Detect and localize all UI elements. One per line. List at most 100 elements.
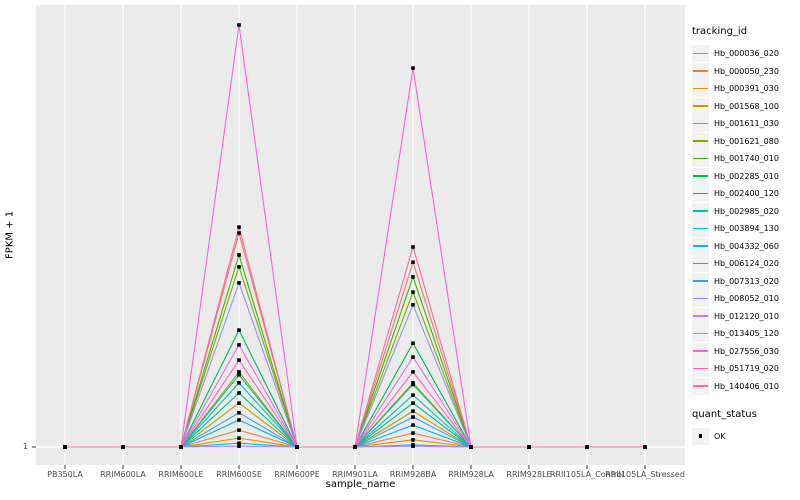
legend-line-swatch-icon — [692, 185, 709, 202]
legend-label: Hb_002400_120 — [714, 189, 779, 198]
legend-line-swatch-icon — [692, 272, 709, 290]
data-point — [237, 418, 241, 422]
data-point — [237, 441, 241, 446]
legend-line-swatch-icon — [692, 202, 709, 220]
legend-item-Hb_000391_030: Hb_000391_030 — [692, 80, 798, 97]
data-point — [237, 428, 241, 432]
data-point — [411, 66, 415, 70]
legend-item-Hb_006124_020: Hb_006124_020 — [692, 255, 798, 272]
legend-line-swatch-icon — [692, 115, 709, 132]
data-point — [585, 445, 589, 449]
data-point — [411, 438, 415, 442]
data-point — [121, 445, 125, 449]
legend-label: Hb_001740_010 — [714, 154, 779, 163]
x-tick-label: RRIM600LE — [158, 470, 204, 479]
x-tick-label: RRIM600PE — [274, 470, 320, 479]
panel-background — [36, 5, 685, 465]
data-point — [237, 411, 241, 415]
legend-label: Hb_051719_020 — [714, 364, 779, 373]
legend-label: Hb_008052_010 — [714, 294, 779, 303]
data-point — [469, 445, 473, 449]
y-tick-label: 1 — [22, 442, 28, 451]
legend-label: Hb_012120_010 — [714, 311, 779, 321]
legend-item-Hb_051719_020: Hb_051719_020 — [692, 360, 798, 377]
legend-line-swatch-icon — [692, 325, 709, 342]
data-point — [63, 445, 67, 449]
data-point — [237, 23, 241, 27]
legend-label: Hb_013405_120 — [714, 329, 779, 338]
data-point — [411, 355, 415, 359]
data-point — [353, 445, 357, 449]
x-tick-label: PB350LA — [47, 470, 83, 479]
legend-label: Hb_001621_080 — [714, 136, 779, 146]
data-point — [411, 260, 415, 264]
legend-label: Hb_002285_010 — [714, 171, 779, 181]
data-point — [237, 358, 241, 362]
data-point — [237, 253, 241, 257]
legend-title-tracking-id: tracking_id — [692, 26, 748, 37]
legend-line-swatch-icon — [692, 45, 709, 62]
legend-label: Hb_006124_020 — [714, 259, 779, 268]
x-tick-label: RRII105LA_Stressed — [605, 470, 685, 479]
legend-line-swatch-icon — [692, 237, 709, 255]
legend-item-Hb_027556_030: Hb_027556_030 — [692, 342, 798, 360]
legend-label: Hb_001611_030 — [714, 119, 779, 128]
legend-entries: Hb_000036_020 Hb_000050_230 Hb_000391_030 H… — [692, 45, 798, 395]
data-point — [643, 445, 647, 449]
legend-line-swatch-icon — [692, 307, 709, 325]
ok-square-icon — [692, 427, 709, 445]
x-tick-label: RRII105LA_Control — [549, 470, 625, 479]
legend-line-swatch-icon — [692, 150, 709, 167]
legend-item-Hb_001568_100: Hb_001568_100 — [692, 97, 798, 115]
legend-item-Hb_003894_130: Hb_003894_130 — [692, 220, 798, 237]
data-point — [237, 373, 241, 377]
legend-line-swatch-icon — [692, 360, 709, 377]
legend-item-Hb_001611_030: Hb_001611_030 — [692, 115, 798, 132]
legend-label: Hb_140406_010 — [714, 381, 779, 391]
data-point — [411, 431, 415, 435]
x-tick-label: RRIM901LA — [332, 470, 378, 479]
legend-item-Hb_000036_020: Hb_000036_020 — [692, 45, 798, 62]
legend-line-swatch-icon — [692, 132, 709, 150]
legend: tracking_id Hb_000036_020 Hb_000050_230 Hb… — [692, 26, 798, 445]
data-point — [237, 328, 241, 332]
x-tick-label: RRIM928BA — [389, 470, 437, 479]
data-point — [237, 343, 241, 347]
data-point — [237, 231, 241, 235]
data-point — [237, 391, 241, 395]
legend-item-Hb_004332_060: Hb_004332_060 — [692, 237, 798, 255]
data-point — [411, 370, 415, 374]
data-point — [295, 445, 299, 449]
legend-item-Hb_002985_020: Hb_002985_020 — [692, 202, 798, 220]
data-point — [411, 393, 415, 397]
data-point — [411, 290, 415, 294]
legend-label: Hb_003894_130 — [714, 224, 779, 233]
data-point — [237, 444, 241, 448]
data-point — [411, 423, 415, 427]
data-point — [411, 444, 415, 448]
quant-status-block: quant_status OK — [692, 409, 798, 445]
x-tick-label: RRIM928LE — [506, 470, 552, 479]
data-point — [411, 401, 415, 405]
data-point — [411, 415, 415, 419]
data-point — [237, 281, 241, 285]
legend-line-swatch-icon — [692, 97, 709, 115]
legend-item-Hb_012120_010: Hb_012120_010 — [692, 307, 798, 325]
legend-label: Hb_001568_100 — [714, 101, 779, 111]
legend-label: Hb_002985_020 — [714, 206, 779, 216]
data-point — [237, 436, 241, 440]
data-point — [411, 275, 415, 279]
data-point — [411, 382, 415, 387]
legend-item-Hb_001621_080: Hb_001621_080 — [692, 132, 798, 150]
legend-line-swatch-icon — [692, 220, 709, 237]
x-axis-title: sample_name — [325, 479, 396, 490]
data-point — [527, 445, 531, 449]
data-point — [411, 409, 415, 413]
legend-line-swatch-icon — [692, 255, 709, 272]
legend-title-quant-status: quant_status — [692, 408, 757, 420]
legend-label: Hb_007313_020 — [714, 276, 779, 286]
legend-line-swatch-icon — [692, 167, 709, 185]
data-point — [237, 265, 241, 269]
data-point — [179, 445, 183, 449]
